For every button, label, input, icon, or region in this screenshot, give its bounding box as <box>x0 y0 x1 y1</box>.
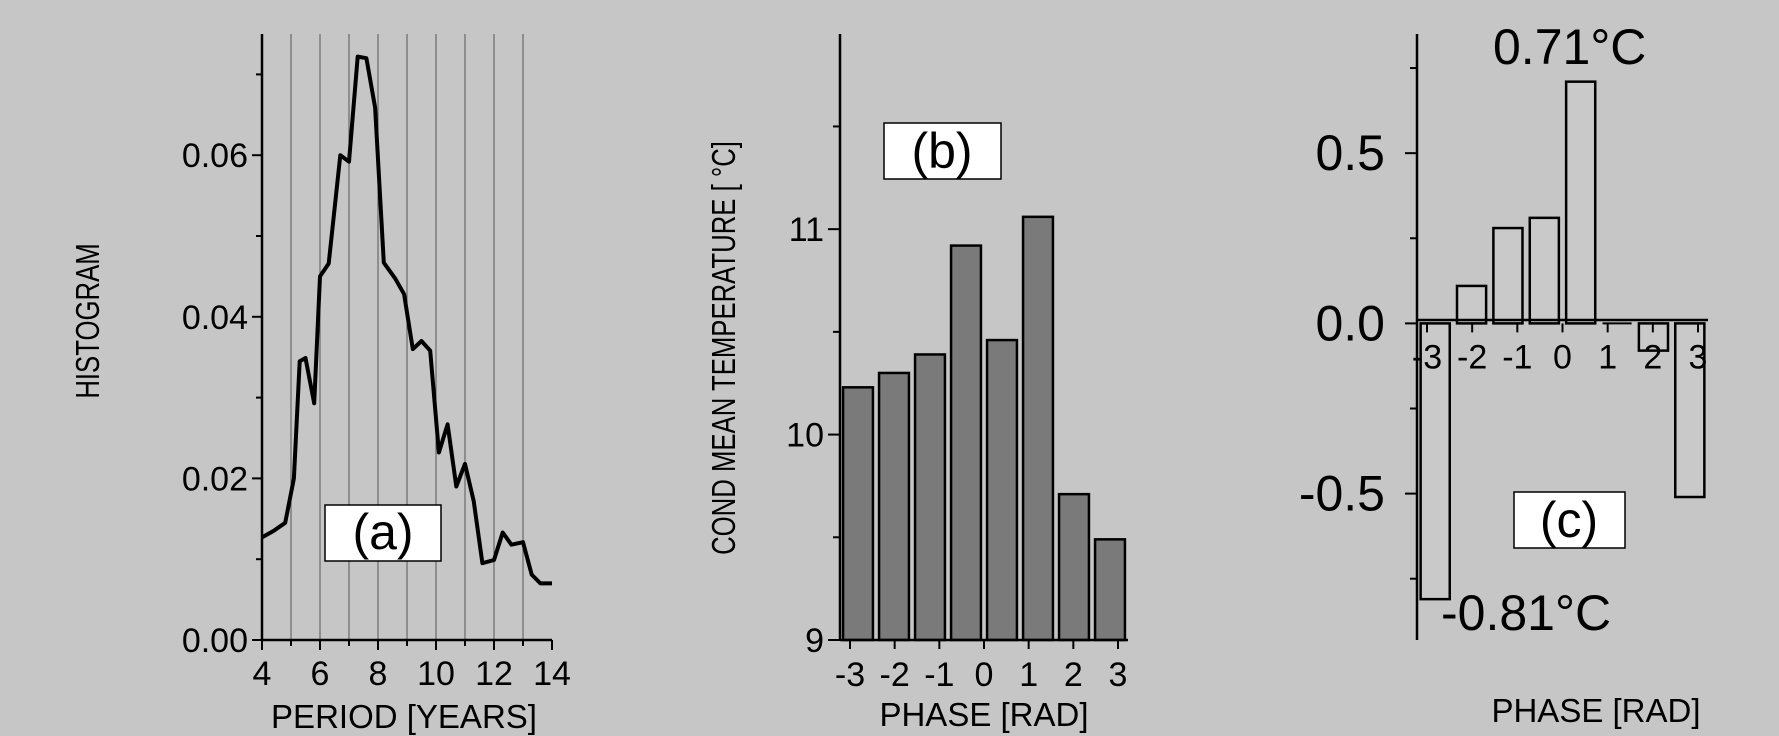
panel-a-x-axis-title: PERIOD [YEARS] <box>271 698 537 735</box>
panel-c-y-tick-labels: 0.5 0.0 -0.5 <box>1299 125 1385 521</box>
panel-b-y-tick-label: 11 <box>789 211 824 249</box>
panel-b-bars <box>841 215 1127 642</box>
panel-c-x-tick-labels: -3 -2 -1 0 1 2 3 <box>1412 338 1708 376</box>
panel-b-x-tick-labels: -3 -2 -1 0 1 2 3 <box>835 656 1128 694</box>
panel-c-x-tick-label: -3 <box>1412 338 1442 376</box>
panel-b-x-tick-label: -3 <box>835 656 865 694</box>
panel-c-bar <box>1455 284 1488 325</box>
panel-b-bar <box>1021 215 1055 642</box>
panel-b-x-tick-label: 0 <box>975 656 994 694</box>
panel-a-y-tick-label: 0.04 <box>182 299 248 337</box>
panel-a-y-tick-label: 0.00 <box>182 622 248 660</box>
panel-c-label-box <box>1513 491 1626 549</box>
panel-a-ticks <box>252 73 553 650</box>
panel-b-bar <box>877 371 911 642</box>
panel-b-bar <box>1057 492 1091 642</box>
panel-b-ticks <box>828 125 1119 649</box>
panel-b-bar <box>949 244 983 642</box>
panel-b-y-axis-title: COND MEAN TEMPERATURE [ °C] <box>706 141 743 555</box>
panel-b-label-box <box>883 122 1002 180</box>
panel-b-x-tick-label: -2 <box>880 656 910 694</box>
panel-c-y-tick-label: -0.5 <box>1299 466 1385 522</box>
panel-c-ticks <box>1405 67 1699 580</box>
panel-b-bar-chart: 9 10 11 -3 -2 -1 0 1 2 3 PHASE [RAD] COND MEAN T… <box>706 34 1128 733</box>
panel-b-y-tick-labels: 9 10 11 <box>786 211 824 660</box>
panel-c-bars <box>1419 80 1706 601</box>
panel-c-x-axis-title: PHASE [RAD] <box>1491 692 1700 729</box>
panel-a-x-tick-label: 4 <box>253 655 272 693</box>
panel-a-histogram: 0.00 0.02 0.04 0.06 4 6 8 10 12 14 PERIOD [YEARS… <box>70 34 571 735</box>
panel-a-y-axis-title: HISTOGRAM <box>70 243 107 398</box>
panel-a-y-tick-labels: 0.00 0.02 0.04 0.06 <box>182 137 248 660</box>
panel-a-x-tick-label: 10 <box>417 655 455 693</box>
panel-a-label: (a) <box>352 504 413 560</box>
panel-c-bar <box>1492 226 1524 325</box>
panel-c-x-tick-label: 1 <box>1598 338 1617 376</box>
panel-c-y-tick-label: 0.0 <box>1315 295 1385 351</box>
panel-c-x-tick-label: 2 <box>1643 338 1662 376</box>
panel-a-x-tick-label: 8 <box>369 655 388 693</box>
panel-a-x-tick-label: 6 <box>311 655 330 693</box>
panel-c-bar <box>1528 216 1561 325</box>
panel-a-y-tick-label: 0.06 <box>182 137 248 175</box>
panel-b-bar <box>985 338 1019 642</box>
panel-b-x-axis-title: PHASE [RAD] <box>879 696 1088 733</box>
panel-a-x-tick-label: 14 <box>533 655 571 693</box>
panel-b-bar <box>841 386 875 642</box>
panel-c-bar <box>1564 80 1597 325</box>
panel-c-bar <box>1419 322 1451 601</box>
panel-c-x-tick-label: -1 <box>1502 338 1532 376</box>
panel-b-y-tick-label: 10 <box>786 417 824 455</box>
panel-a-x-tick-label: 12 <box>475 655 513 693</box>
panel-b-bar <box>1093 538 1127 642</box>
panel-c-bar <box>1674 322 1706 499</box>
panel-b-y-tick-label: 9 <box>805 622 824 660</box>
panel-b-x-tick-label: 3 <box>1109 656 1128 694</box>
panel-b-x-tick-label: 2 <box>1064 656 1083 694</box>
panel-a-histogram-line <box>261 54 552 586</box>
panel-b-label: (b) <box>911 123 972 179</box>
panel-c-x-tick-label: 3 <box>1689 338 1708 376</box>
panel-c-max-annotation: 0.71°C <box>1493 19 1646 75</box>
panel-c-y-tick-label: 0.5 <box>1315 125 1385 181</box>
panel-c-x-tick-label: 0 <box>1553 338 1572 376</box>
panel-c-bar-chart: 0.5 0.0 -0.5 -3 -2 -1 0 1 2 3 PHASE [RAD] 0.71°C… <box>1299 19 1708 729</box>
panel-b-bar <box>913 353 947 642</box>
panel-c-label: (c) <box>1540 492 1598 548</box>
panel-a-label-box <box>324 504 442 562</box>
panel-a-y-tick-label: 0.02 <box>182 460 248 498</box>
panel-c-x-tick-label: -2 <box>1457 338 1487 376</box>
panel-b-x-tick-label: -1 <box>924 656 954 694</box>
panel-a-x-tick-labels: 4 6 8 10 12 14 <box>253 655 571 693</box>
panel-b-x-tick-label: 1 <box>1019 656 1038 694</box>
panel-c-min-annotation: -0.81°C <box>1441 585 1611 641</box>
